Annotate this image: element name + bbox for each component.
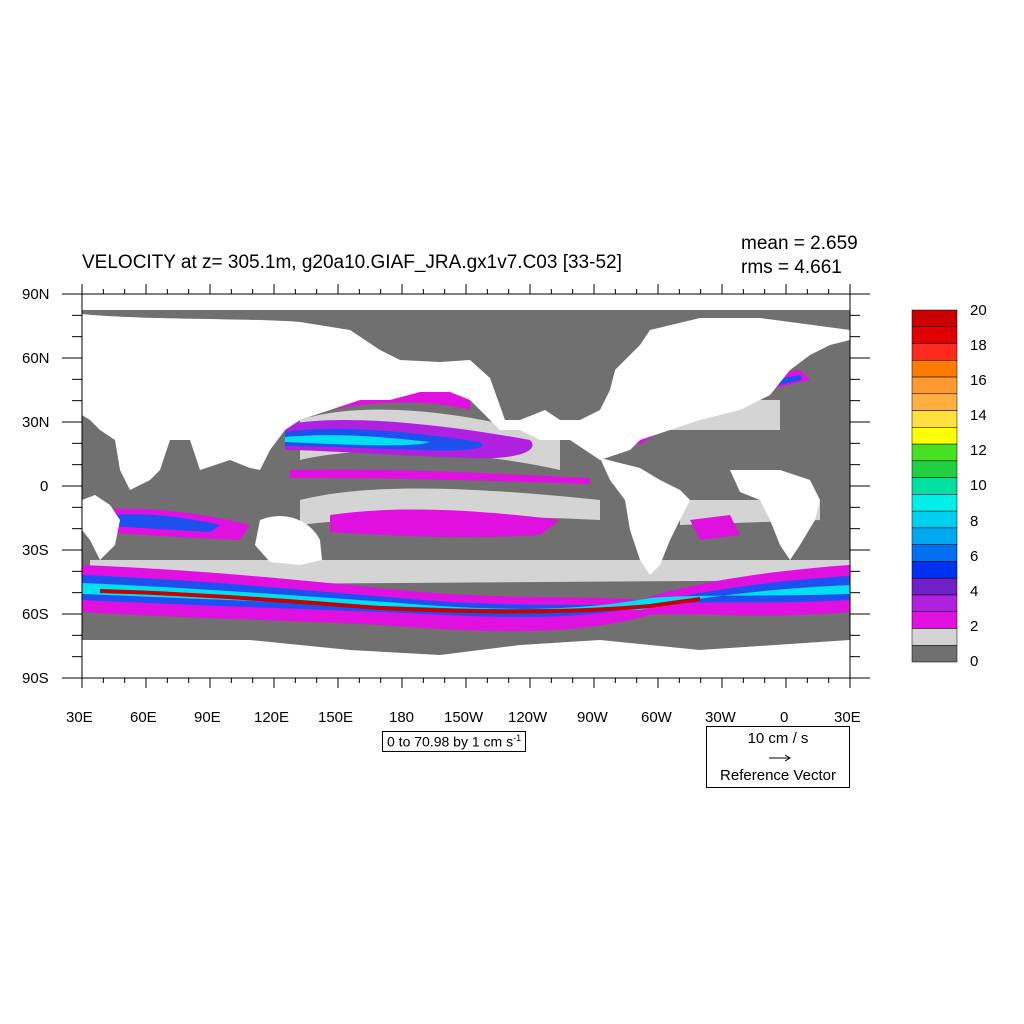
colorbar-swatch — [911, 376, 958, 395]
reference-vector-box: 10 cm / s Reference Vector — [706, 726, 850, 788]
colorbar-label: 8 — [970, 513, 979, 530]
colorbar-label: 4 — [970, 583, 979, 600]
colorbar-label: 0 — [970, 653, 979, 670]
ocean-field — [82, 294, 850, 678]
colorbar — [911, 309, 958, 663]
colorbar-label: 14 — [970, 407, 987, 424]
lon-label: 120E — [254, 709, 290, 726]
colorbar-swatch — [911, 644, 958, 663]
colorbar-swatch — [911, 443, 958, 462]
lon-label: 30E — [834, 709, 861, 726]
mean-stat: mean = 2.659 — [741, 233, 858, 254]
colorbar-swatch — [911, 427, 958, 445]
reference-vector-arrow-icon — [769, 754, 791, 762]
colorbar-swatch — [911, 494, 958, 512]
lon-label: 90E — [194, 709, 221, 726]
lon-label: 150E — [318, 709, 354, 726]
colorbar-swatch — [911, 561, 958, 579]
colorbar-label: 2 — [970, 618, 979, 635]
lon-label: 60E — [130, 709, 157, 726]
contour-range-text: 0 to 70.98 by 1 cm s — [387, 733, 514, 750]
colorbar-swatch — [911, 410, 958, 428]
lat-label: 60N — [22, 350, 50, 367]
lon-label: 30W — [705, 709, 736, 726]
axis-ticks — [62, 284, 870, 688]
land-mask — [82, 294, 850, 678]
colorbar-swatch — [911, 477, 958, 495]
lon-label: 180 — [389, 709, 415, 726]
colorbar-swatch — [911, 326, 958, 344]
colorbar-swatch — [911, 594, 958, 612]
rms-stat: rms = 4.661 — [741, 257, 842, 278]
colorbar-swatch — [911, 611, 958, 629]
reference-vector-magnitude: 10 cm / s — [747, 730, 809, 747]
colorbar-label: 16 — [970, 372, 987, 389]
colorbar-label: 12 — [970, 442, 987, 459]
colorbar-swatch — [911, 544, 958, 562]
colorbar-swatch — [911, 343, 958, 361]
lat-label: 30N — [22, 414, 50, 431]
lon-label: 120W — [508, 709, 548, 726]
colorbar-label: 18 — [970, 337, 987, 354]
reference-vector-label: Reference Vector — [720, 767, 836, 784]
colorbar-label: 6 — [970, 548, 979, 565]
colorbar-swatch — [911, 393, 958, 411]
colorbar-swatch — [911, 460, 958, 478]
lat-label: 60S — [22, 606, 49, 623]
colorbar-swatch — [911, 628, 958, 646]
contour-range-exponent: -1 — [513, 733, 522, 743]
colorbar-swatch — [911, 527, 958, 545]
colorbar-swatch — [911, 510, 958, 529]
colorbar-label: 10 — [970, 477, 987, 494]
lat-label: 90N — [22, 286, 50, 303]
lat-label: 30S — [22, 542, 49, 559]
lat-label: 0 — [40, 478, 49, 495]
lon-label: 150W — [444, 709, 484, 726]
lon-label: 90W — [577, 709, 608, 726]
colorbar-swatch — [911, 360, 958, 378]
colorbar-swatch — [911, 577, 958, 596]
lon-label: 60W — [641, 709, 672, 726]
lat-label: 90S — [22, 670, 49, 687]
contour-range-box: 0 to 70.98 by 1 cm s-1 — [382, 731, 527, 752]
lon-label: 30E — [66, 709, 93, 726]
lon-label: 0 — [780, 709, 789, 726]
plot-title: VELOCITY at z= 305.1m, g20a10.GIAF_JRA.g… — [82, 252, 622, 273]
colorbar-swatch — [911, 309, 958, 328]
colorbar-label: 20 — [970, 302, 987, 319]
